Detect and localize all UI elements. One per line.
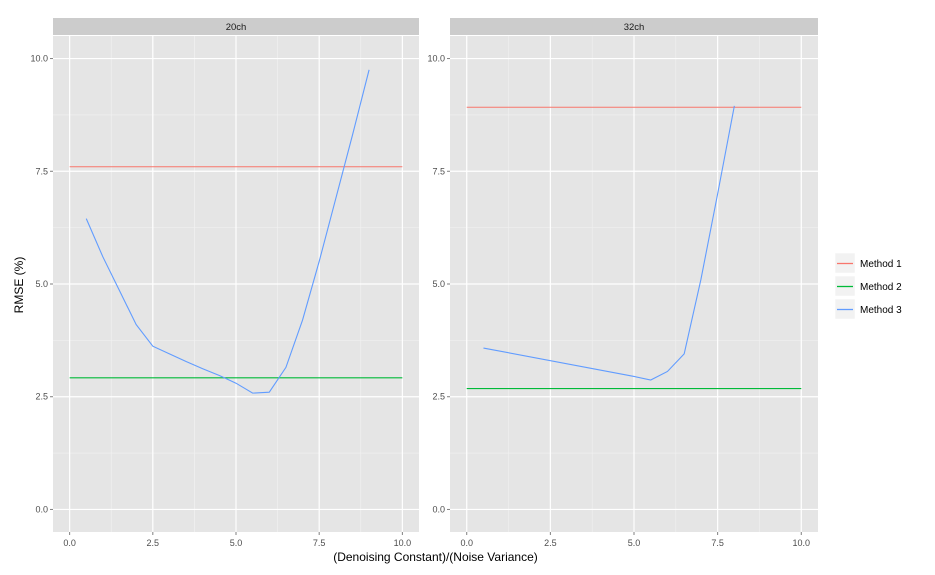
x-tick-label: 0.0 bbox=[63, 538, 76, 548]
legend-label: Method 3 bbox=[860, 305, 902, 316]
y-tick-label: 7.5 bbox=[35, 166, 48, 176]
legend-item: Method 2 bbox=[834, 275, 902, 297]
legend: Method 1 Method 2 Method 3 bbox=[834, 252, 902, 320]
y-tick-label: 10.0 bbox=[427, 54, 445, 64]
x-tick-label: 10.0 bbox=[394, 538, 412, 548]
panel-20ch: 20ch 0.0 2.5 5.0 7.5 10.0 0.0 2.5 5.0 7.5 10.0 bbox=[30, 18, 419, 548]
x-tick-label: 5.0 bbox=[628, 538, 641, 548]
x-tick-label: 2.5 bbox=[147, 538, 160, 548]
x-tick-label: 10.0 bbox=[793, 538, 811, 548]
x-axis-title: (Denoising Constant)/(Noise Variance) bbox=[333, 550, 538, 564]
facet-strip bbox=[53, 18, 419, 35]
facet-strip-label: 32ch bbox=[624, 22, 645, 33]
y-tick-label: 5.0 bbox=[35, 279, 48, 289]
series-line-method-3 bbox=[483, 105, 735, 381]
x-tick-label: 5.0 bbox=[230, 538, 243, 548]
facet-strip-label: 20ch bbox=[226, 22, 247, 33]
x-tick-label: 7.5 bbox=[313, 538, 326, 548]
facet-strip bbox=[450, 18, 818, 35]
panel-32ch: 32ch 0.0 2.5 5.0 7.5 10.0 0.0 2.5 5.0 7.5 10.0 bbox=[427, 18, 818, 548]
y-tick-label: 0.0 bbox=[35, 504, 48, 514]
y-tick-label: 10.0 bbox=[30, 54, 48, 64]
series-line-method-3 bbox=[85, 69, 370, 394]
legend-label: Method 2 bbox=[860, 282, 902, 293]
legend-item: Method 3 bbox=[834, 298, 902, 320]
x-tick-label: 7.5 bbox=[711, 538, 724, 548]
legend-label: Method 1 bbox=[860, 259, 902, 270]
legend-item: Method 1 bbox=[834, 252, 902, 274]
y-tick-label: 0.0 bbox=[432, 504, 445, 514]
y-tick-label: 2.5 bbox=[432, 392, 445, 402]
y-tick-label: 5.0 bbox=[432, 279, 445, 289]
x-tick-label: 0.0 bbox=[460, 538, 473, 548]
x-tick-label: 2.5 bbox=[544, 538, 557, 548]
y-tick-label: 7.5 bbox=[432, 166, 445, 176]
y-tick-label: 2.5 bbox=[35, 392, 48, 402]
y-axis-title: RMSE (%) bbox=[12, 257, 26, 314]
